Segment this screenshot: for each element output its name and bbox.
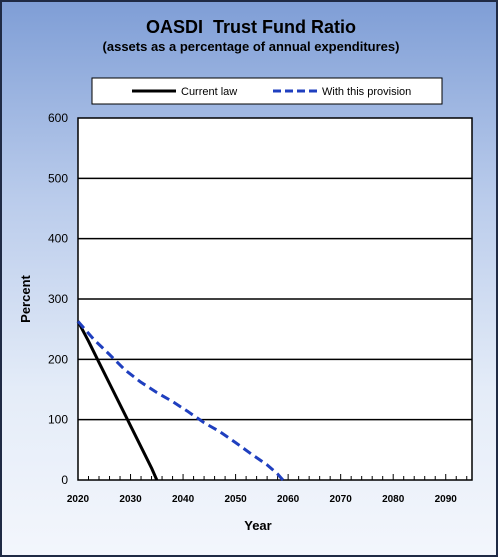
gridlines [78, 177, 472, 421]
chart-title: OASDI Trust Fund Ratio [146, 17, 356, 37]
series-line-with-provision [76, 320, 285, 481]
y-tick-label: 100 [48, 413, 68, 427]
x-axis: 2020 2030 2040 2050 2060 2070 2080 2090 [67, 474, 468, 505]
y-tick-label: 600 [48, 111, 68, 125]
y-axis-label: Percent [18, 274, 33, 322]
x-tick-label: 2080 [382, 494, 405, 505]
x-tick-label: 2020 [67, 494, 90, 505]
x-axis-label: Year [244, 518, 271, 533]
y-tick-label: 500 [48, 171, 68, 185]
series-lines [76, 320, 285, 481]
y-tick-label: 400 [48, 232, 68, 246]
x-tick-label: 2030 [119, 494, 142, 505]
y-axis: 0 100 200 300 400 500 600 [48, 111, 68, 487]
legend: Current law With this provision [91, 77, 443, 105]
legend-label-current-law: Current law [181, 86, 237, 98]
x-tick-label: 2070 [330, 494, 353, 505]
chart-subtitle: (assets as a percentage of annual expend… [103, 39, 400, 54]
y-tick-label: 200 [48, 352, 68, 366]
y-tick-label: 0 [61, 473, 68, 487]
y-tick-label: 300 [48, 292, 68, 306]
series-line-current-law [76, 320, 159, 481]
x-tick-label: 2040 [172, 494, 195, 505]
legend-label-with-provision: With this provision [322, 86, 411, 98]
x-tick-label: 2060 [277, 494, 300, 505]
x-tick-label: 2050 [224, 494, 247, 505]
x-tick-label: 2090 [435, 494, 458, 505]
